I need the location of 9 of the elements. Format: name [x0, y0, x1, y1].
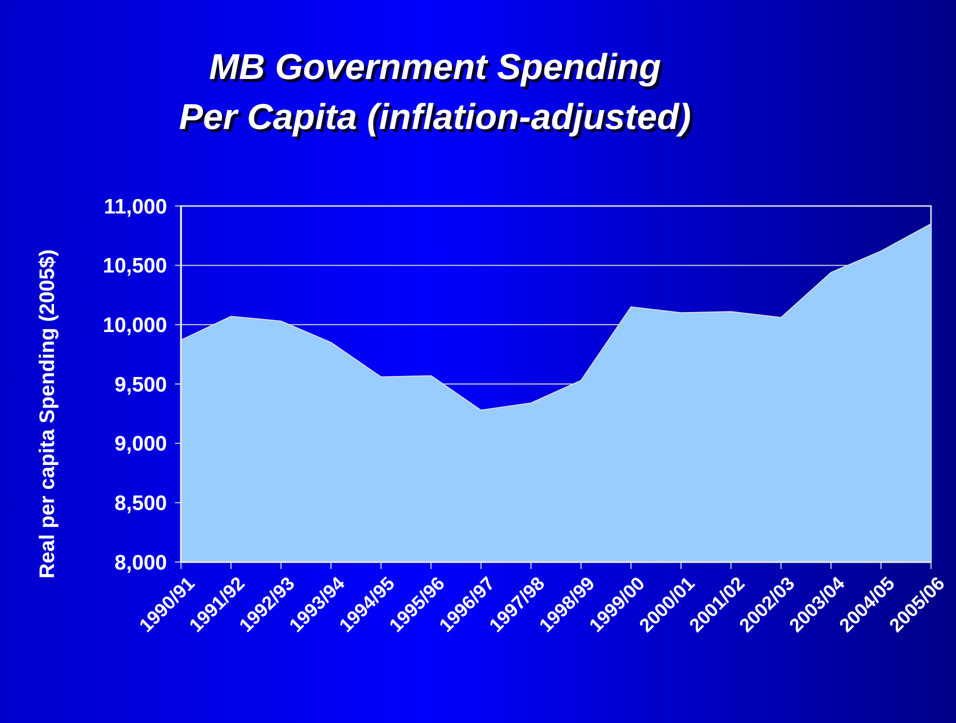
y-tick-label: 9,500	[114, 373, 167, 396]
y-tick-label: 10,500	[102, 254, 167, 278]
y-tick-label: 9,000	[114, 432, 167, 456]
y-tick-label: 11,000	[104, 195, 167, 218]
y-axis-title: Real per capita Spending (2005$)	[36, 249, 59, 579]
chart-title: MB Government Spending Per Capita (inflation-adjusted)	[182, 46, 694, 140]
y-tick-label: 8,500	[114, 492, 167, 516]
y-tick-label: 8,000	[114, 551, 167, 574]
y-tick-label: 10,000	[102, 314, 167, 338]
